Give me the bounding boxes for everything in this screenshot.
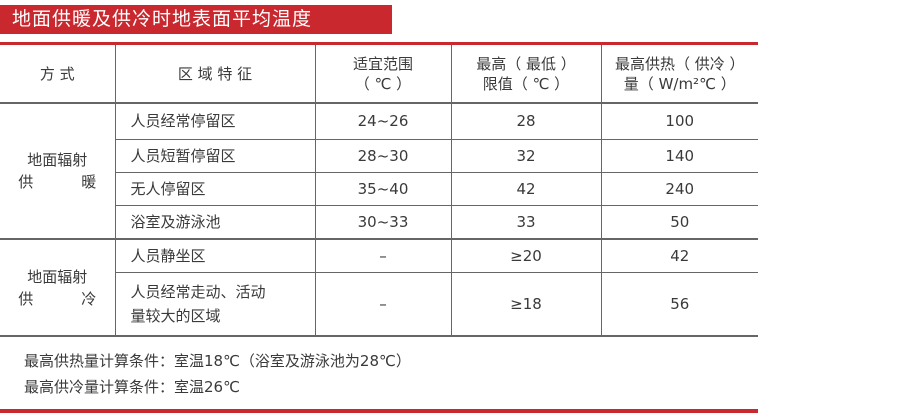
zone-cell: 人员短暂停留区 xyxy=(115,138,316,173)
header-max: 最高供热（ 供冷 ）量（ W/m²℃ ） xyxy=(600,45,758,104)
max-cell: 100 xyxy=(600,102,758,140)
limit-cell: 42 xyxy=(450,171,602,206)
notes: 最高供热量计算条件：室温18℃（浴室及游泳池为28℃） 最高供冷量计算条件：室温… xyxy=(24,348,411,400)
mode-text: 地面辐射 xyxy=(27,267,88,286)
table-title: 地面供暖及供冷时地表面平均温度 xyxy=(0,5,392,34)
table-row: 人员经常走动、活动 量较大的区域 – ≥18 56 xyxy=(0,271,758,337)
table-row: 地面辐射 供 暖 人员经常停留区 24~26 28 100 xyxy=(0,102,758,240)
note-cooling: 最高供冷量计算条件：室温26℃ xyxy=(24,378,240,396)
limit-cell: 33 xyxy=(450,204,602,240)
mode-text: 地面辐射 xyxy=(27,151,88,169)
header-text: 最高（ 最低 ） xyxy=(476,54,576,73)
mode-text: 供 暖 xyxy=(18,173,97,191)
range-cell: – xyxy=(314,238,452,273)
header-text: 区 域 特 征 xyxy=(177,64,253,83)
zone-cell: 人员经常停留区 xyxy=(114,102,316,140)
range-cell: – xyxy=(314,271,452,337)
limit-cell: 28 xyxy=(450,102,602,140)
range-cell: 30~33 xyxy=(314,204,452,240)
table-row: 浴室及游泳池 30~33 33 50 xyxy=(0,204,758,240)
range-cell: 24~26 xyxy=(314,102,452,140)
max-cell: 140 xyxy=(600,138,758,173)
header-limit: 最高（ 最低 ）限值（ ℃ ） xyxy=(450,45,602,104)
max-cell: 240 xyxy=(600,171,758,206)
max-cell: 42 xyxy=(600,238,758,273)
header-text: 方 式 xyxy=(39,64,75,83)
header-text: 适宜范围 xyxy=(352,54,413,73)
zone-cell: 浴室及游泳池 xyxy=(115,204,316,240)
zone-text: 量较大的区域 xyxy=(130,306,221,325)
max-cell: 50 xyxy=(600,204,758,240)
mode-cell: 地面辐射 供 暖 xyxy=(0,102,116,240)
range-cell: 35~40 xyxy=(314,171,452,206)
header-text: 量（ W/m²℃ ） xyxy=(623,74,736,93)
max-cell: 56 xyxy=(600,271,758,337)
mode-cell: 地面辐射 供 冷 xyxy=(0,238,116,337)
header-text: 最高供热（ 供冷 ） xyxy=(614,54,745,73)
header-text: （ ℃ ） xyxy=(354,74,412,93)
zone-cell: 人员经常走动、活动 量较大的区域 xyxy=(115,271,316,337)
top-divider xyxy=(0,42,758,45)
limit-cell: 32 xyxy=(450,138,602,173)
temperature-table: 方 式 区 域 特 征 适宜范围（ ℃ ） 最高（ 最低 ）限值（ ℃ ） 最高… xyxy=(0,45,758,337)
table-row: 地面辐射 供 冷 人员静坐区 – ≥20 42 xyxy=(0,238,758,337)
limit-cell: ≥20 xyxy=(450,238,602,273)
bottom-divider xyxy=(0,409,758,413)
mode-text: 供 冷 xyxy=(18,289,97,308)
limit-cell: ≥18 xyxy=(450,271,602,337)
zone-cell: 无人停留区 xyxy=(115,171,316,206)
header-row: 方 式 区 域 特 征 适宜范围（ ℃ ） 最高（ 最低 ）限值（ ℃ ） 最高… xyxy=(0,45,758,104)
header-mode: 方 式 xyxy=(0,45,116,104)
table-row: 人员短暂停留区 28~30 32 140 xyxy=(0,138,758,173)
header-text: 限值（ ℃ ） xyxy=(482,74,570,93)
zone-cell: 人员静坐区 xyxy=(114,238,316,273)
header-zone: 区 域 特 征 xyxy=(114,45,316,104)
note-heating: 最高供热量计算条件：室温18℃（浴室及游泳池为28℃） xyxy=(24,352,411,370)
zone-text: 人员经常走动、活动 xyxy=(130,282,266,301)
range-cell: 28~30 xyxy=(314,138,452,173)
header-range: 适宜范围（ ℃ ） xyxy=(314,45,452,104)
